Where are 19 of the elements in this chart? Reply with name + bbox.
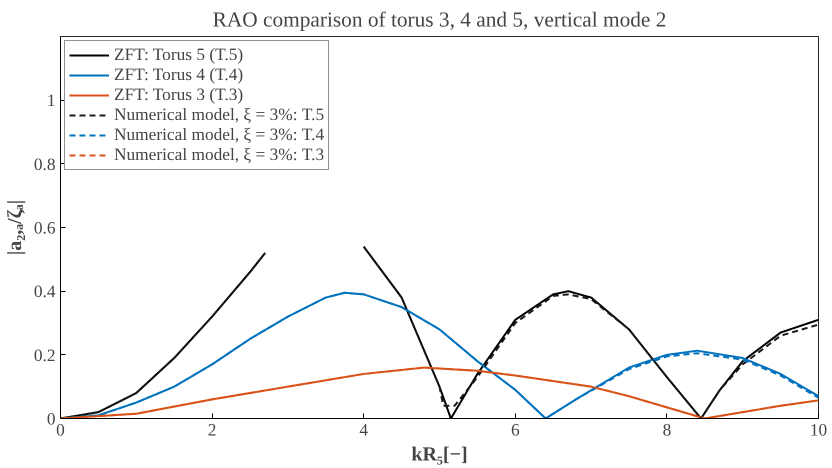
- legend-label: ZFT: Torus 4 (T.4): [114, 65, 244, 85]
- legend-label: Numerical model, ξ = 3%: T.4: [114, 125, 324, 145]
- y-tick-label: 0.4: [34, 282, 56, 302]
- x-tick-label: 8: [662, 420, 672, 440]
- y-tick-label: 0.2: [34, 346, 56, 365]
- x-tick-label: 2: [208, 420, 216, 440]
- x-tick-label: 6: [510, 420, 520, 440]
- x-tick-label: 4: [359, 420, 368, 440]
- y-tick-label: 0.6: [34, 218, 56, 238]
- legend-label: ZFT: Torus 5 (T.5): [114, 45, 244, 65]
- x-tick-label: 10: [810, 420, 828, 440]
- legend-label: Numerical model, ξ = 3%: T.5: [114, 105, 324, 125]
- legend-label: ZFT: Torus 3 (T.3): [114, 85, 244, 105]
- chart-title: RAO comparison of torus 3, 4 and 5, vertical mode 2: [212, 8, 666, 32]
- legend-label: Numerical model, ξ = 3%: T.3: [114, 145, 324, 165]
- x-axis-title: kR₅[−]: [411, 444, 468, 466]
- y-axis-title: |a₂,ₐ/ζₐ|: [4, 200, 26, 256]
- y-tick-label: 0.8: [34, 154, 56, 174]
- y-tick-label: 1: [46, 91, 56, 110]
